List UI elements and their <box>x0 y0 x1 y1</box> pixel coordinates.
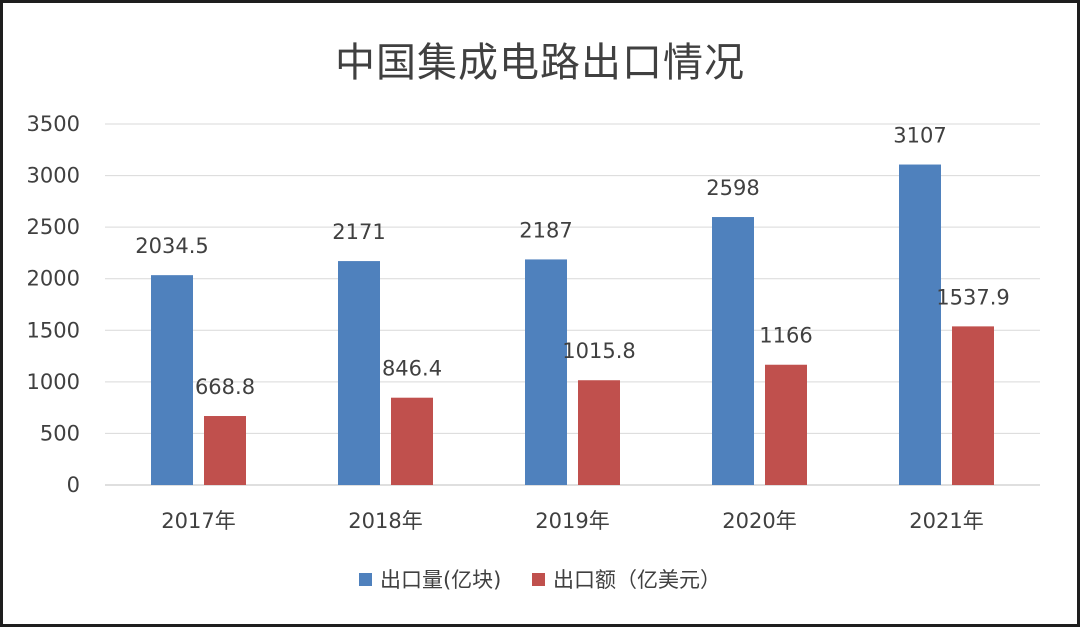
chart-title: 中国集成电路出口情况 <box>335 40 745 86</box>
data-label: 2171 <box>332 220 385 244</box>
y-tick-label: 3500 <box>27 112 80 136</box>
bar-value <box>391 397 433 485</box>
data-label: 2598 <box>706 176 759 200</box>
bar-value <box>765 364 807 485</box>
bar-volume <box>525 259 567 485</box>
data-label: 2187 <box>519 218 572 242</box>
x-tick-label: 2018年 <box>348 509 422 533</box>
bar-value <box>204 416 246 485</box>
y-tick-label: 0 <box>67 473 80 497</box>
y-tick-label: 500 <box>40 421 80 445</box>
data-label: 1166 <box>759 324 812 348</box>
bar-value <box>578 380 620 485</box>
legend-item-value: 出口额（亿美元） <box>532 564 721 594</box>
bar-volume <box>712 217 754 485</box>
legend-label-volume: 出口量(亿块) <box>379 568 502 592</box>
x-tick-label: 2017年 <box>161 509 235 533</box>
legend-item-volume: 出口量(亿块) <box>358 564 502 594</box>
legend-swatch-volume <box>358 573 372 586</box>
bar-volume <box>899 164 941 485</box>
legend: 出口量(亿块) 出口额（亿美元） <box>0 564 1080 594</box>
bar-volume <box>338 261 380 485</box>
data-label: 3107 <box>893 124 946 148</box>
y-tick-label: 2500 <box>27 215 80 239</box>
y-tick-label: 2000 <box>27 267 80 291</box>
x-tick-label: 2021年 <box>909 509 983 533</box>
data-label: 1015.8 <box>562 339 635 363</box>
x-tick-label: 2019年 <box>535 509 609 533</box>
data-label: 668.8 <box>195 375 255 399</box>
x-tick-label: 2020年 <box>722 509 796 533</box>
legend-swatch-value <box>532 573 546 586</box>
y-tick-label: 1500 <box>27 318 80 342</box>
bar-volume <box>151 275 193 485</box>
data-label: 1537.9 <box>936 285 1009 309</box>
bar-value <box>952 326 994 485</box>
y-tick-label: 3000 <box>27 164 80 188</box>
y-tick-label: 1000 <box>27 370 80 394</box>
data-label: 846.4 <box>382 357 442 381</box>
data-label: 2034.5 <box>135 234 208 258</box>
legend-label-value: 出口额（亿美元） <box>553 568 722 592</box>
